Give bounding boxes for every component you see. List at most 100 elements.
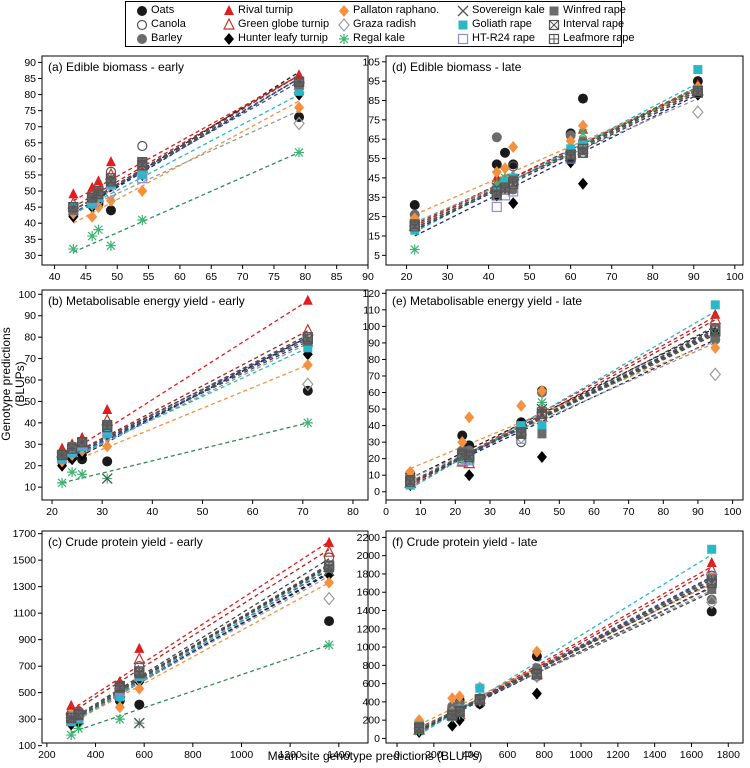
trend-line-green xyxy=(61,330,309,460)
y-tick-label: 2000 xyxy=(357,550,381,562)
point-pall xyxy=(516,399,527,412)
legend-marker-canola xyxy=(136,19,148,31)
x-tick-label: 40 xyxy=(519,506,531,518)
legend-marker-hunter xyxy=(224,33,234,45)
point-green xyxy=(709,312,722,325)
point-rival xyxy=(324,536,335,547)
panel-title: (a) Edible biomass - early xyxy=(48,60,184,74)
y-tick-label: 20 xyxy=(368,453,380,465)
y-tick-label: 90 xyxy=(368,337,380,349)
y-tick-label: 700 xyxy=(18,661,36,673)
y-tick-label: 75 xyxy=(24,105,36,117)
trend-line-rival xyxy=(414,86,699,227)
legend-marker-graza xyxy=(338,18,350,32)
point-rival xyxy=(706,556,717,567)
y-tick-label: 35 xyxy=(368,192,380,204)
point-leaf xyxy=(508,176,519,187)
x-tick-label: 55 xyxy=(143,271,155,283)
x-tick-label: 50 xyxy=(553,506,565,518)
point-pall xyxy=(565,135,576,148)
point-gol xyxy=(137,170,147,180)
point-sov xyxy=(133,717,145,729)
point-oats xyxy=(102,456,113,467)
trend-line-win xyxy=(70,566,330,722)
point-regal xyxy=(77,469,88,480)
x-tick-label: 85 xyxy=(331,271,343,283)
trend-line-green xyxy=(70,549,330,714)
y-tick-label: 70 xyxy=(24,121,36,133)
x-tick-label: 1600 xyxy=(680,749,704,761)
point-green xyxy=(323,544,336,557)
y-tick-label: 50 xyxy=(368,404,380,416)
point-regal xyxy=(137,214,148,225)
point-graza xyxy=(105,187,117,202)
point-leaf xyxy=(68,202,79,213)
point-rival xyxy=(302,294,313,305)
x-tick-label: 1400 xyxy=(327,749,351,761)
y-tick-label: 600 xyxy=(362,678,380,690)
point-leaf xyxy=(66,443,78,454)
y-tick-label: 40 xyxy=(368,420,380,432)
point-gol xyxy=(410,225,420,235)
x-tick-label: 80 xyxy=(347,506,359,518)
x-tick-label: 50 xyxy=(111,271,123,283)
point-hunter xyxy=(464,469,475,482)
x-tick-label: 200 xyxy=(38,749,56,761)
point-pall xyxy=(302,359,313,371)
point-leaf xyxy=(302,332,313,343)
point-canola xyxy=(137,140,148,152)
trend-line-pall xyxy=(61,364,309,467)
y-tick-label: 60 xyxy=(368,387,380,399)
trend-line-rival xyxy=(70,541,330,711)
x-tick-label: 70 xyxy=(606,271,618,283)
panel-a: 40 45 50 55 60 65 70 75 80 85 90 30 35 40 45 50 55 60 65 70… xyxy=(24,55,374,283)
trend-line-hunter xyxy=(414,94,699,237)
y-tick-label: 1000 xyxy=(357,642,381,654)
point-graza xyxy=(302,377,314,392)
point-gol xyxy=(516,421,526,431)
legend-label: Goliath rape xyxy=(472,18,532,30)
point-rival xyxy=(68,188,79,199)
x-tick-label: 90 xyxy=(688,271,700,283)
plot-frame xyxy=(385,530,744,744)
trend-line-ht xyxy=(61,338,309,463)
trend-line-graza xyxy=(61,342,309,465)
point-regal xyxy=(68,243,79,254)
point-regal xyxy=(93,224,104,235)
point-graza xyxy=(705,595,718,610)
point-gol xyxy=(707,544,717,554)
x-tick-label: 100 xyxy=(724,506,742,518)
point-leaf xyxy=(56,449,68,461)
point-pall xyxy=(87,210,98,223)
x-tick-label: 70 xyxy=(623,506,635,518)
y-tick-label: 20 xyxy=(24,460,36,472)
point-hunter xyxy=(508,197,519,210)
x-tick-label: 10 xyxy=(415,506,427,518)
y-tick-label: 85 xyxy=(24,73,36,85)
y-tick-label: 40 xyxy=(24,417,36,429)
y-tick-label: 50 xyxy=(24,396,36,408)
point-rival xyxy=(105,156,116,167)
trend-line-graza xyxy=(414,97,699,224)
legend-marker-win xyxy=(549,6,559,16)
trend-line-gol xyxy=(414,82,699,233)
trend-line-regal xyxy=(61,422,308,484)
legend-label: Interval rape xyxy=(563,18,625,30)
point-regal xyxy=(324,639,335,650)
trend-line-regal xyxy=(73,151,300,253)
point-pall xyxy=(447,692,458,705)
trend-line-gol xyxy=(70,567,330,724)
x-tick-label: 800 xyxy=(184,749,202,761)
point-oats xyxy=(500,147,510,158)
point-leaf xyxy=(577,143,589,154)
y-tick-label: 400 xyxy=(362,696,380,708)
y-tick-label: 1800 xyxy=(357,568,381,580)
trend-line-int xyxy=(418,581,713,731)
y-tick-label: 800 xyxy=(362,660,380,672)
y-tick-label: 1600 xyxy=(357,587,381,599)
legend-label: Winfred rape xyxy=(563,4,626,16)
y-tick-label: 1100 xyxy=(13,608,36,620)
point-pall xyxy=(536,384,547,397)
y-tick-label: 10 xyxy=(368,470,380,482)
legend-label: Canola xyxy=(151,18,186,30)
